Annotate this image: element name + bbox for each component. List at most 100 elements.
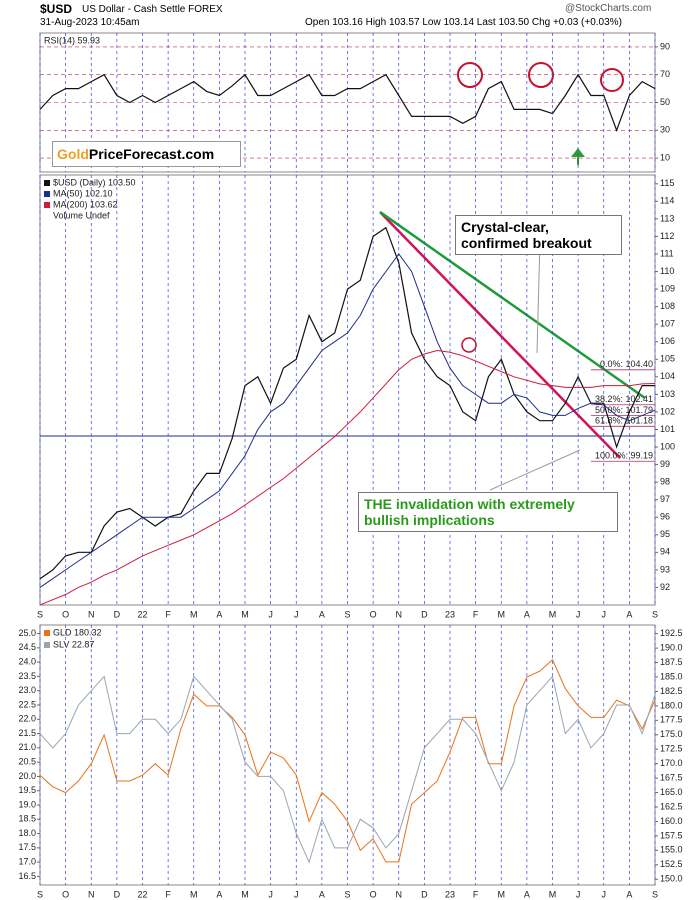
y-tick-label: 17.5 — [18, 842, 36, 852]
x-tick-label: M — [190, 889, 198, 899]
y-tick-label: 24.5 — [18, 642, 36, 652]
y-tick-label: 112 — [660, 231, 674, 241]
y-tick-label: 99 — [660, 459, 670, 469]
y2-tick-label: 157.5 — [660, 830, 683, 840]
highlight-circle — [600, 68, 624, 92]
y2-tick-label: 167.5 — [660, 772, 683, 782]
x-tick-label: N — [396, 609, 403, 619]
y-tick-label: 22.0 — [18, 714, 36, 724]
x-tick-label: J — [576, 609, 581, 619]
y-tick-label: 109 — [660, 283, 675, 293]
y-tick-label: 24.0 — [18, 657, 36, 667]
callout-line — [489, 449, 581, 491]
x-tick-label: A — [626, 609, 632, 619]
series-line — [39, 675, 656, 864]
x-tick-label: D — [114, 889, 121, 899]
y-tick-label: 105 — [660, 354, 675, 364]
y-tick-label: 30 — [660, 125, 670, 135]
trend-line — [379, 211, 621, 459]
x-tick-label: 22 — [137, 609, 147, 619]
y2-tick-label: 160.0 — [660, 816, 683, 826]
y2-tick-label: 152.5 — [660, 859, 683, 869]
y-tick-label: 21.0 — [18, 742, 36, 752]
y2-tick-label: 180.0 — [660, 700, 683, 710]
x-tick-label: S — [37, 889, 43, 899]
y2-tick-label: 185.0 — [660, 671, 683, 681]
y-tick-label: 19.0 — [18, 799, 36, 809]
x-tick-label: J — [268, 609, 273, 619]
x-tick-label: 23 — [445, 889, 455, 899]
x-tick-label: J — [294, 889, 299, 899]
x-tick-label: J — [576, 889, 581, 899]
y-tick-label: 23.5 — [18, 671, 36, 681]
subtitle: US Dollar - Cash Settle FOREX — [82, 4, 223, 15]
x-tick-label: A — [319, 889, 325, 899]
legend-entry: GLD 180.32 — [53, 627, 102, 637]
y2-tick-label: 150.0 — [660, 874, 683, 884]
y-tick-label: 17.0 — [18, 857, 36, 867]
fib-label: 61.8%: 101.18 — [595, 416, 653, 426]
y-tick-label: 100 — [660, 441, 675, 451]
callout-line — [536, 239, 541, 354]
logo: GoldPriceForecast.com — [52, 141, 241, 167]
x-tick-label: S — [344, 889, 350, 899]
x-tick-label: A — [216, 889, 222, 899]
x-tick-label: O — [370, 609, 377, 619]
x-tick-label: A — [216, 609, 222, 619]
x-tick-label: O — [370, 889, 377, 899]
y2-tick-label: 187.5 — [660, 657, 683, 667]
series-line — [39, 658, 656, 863]
y-tick-label: 92 — [660, 582, 670, 592]
y-tick-label: 104 — [660, 371, 675, 381]
y-tick-label: 94 — [660, 547, 670, 557]
x-tick-label: S — [344, 609, 350, 619]
x-tick-label: A — [524, 889, 530, 899]
y2-tick-label: 165.0 — [660, 787, 683, 797]
x-tick-label: S — [652, 889, 658, 899]
y-tick-label: 96 — [660, 512, 670, 522]
y-tick-label: 114 — [660, 196, 674, 206]
y-tick-label: 90 — [660, 41, 670, 51]
x-tick-label: F — [165, 609, 171, 619]
x-tick-label: 23 — [445, 609, 455, 619]
source: @StockCharts.com — [565, 3, 652, 14]
y2-tick-label: 177.5 — [660, 715, 683, 725]
y-tick-label: 106 — [660, 336, 675, 346]
x-tick-label: A — [524, 609, 530, 619]
x-tick-label: M — [549, 609, 557, 619]
x-tick-label: F — [165, 889, 171, 899]
y-tick-label: 101 — [660, 424, 675, 434]
y-tick-label: 18.5 — [18, 814, 36, 824]
y-tick-label: 22.5 — [18, 699, 36, 709]
legend-swatch — [44, 202, 50, 208]
y-tick-label: 98 — [660, 477, 670, 487]
x-tick-label: N — [88, 609, 95, 619]
y2-tick-label: 155.0 — [660, 845, 683, 855]
x-tick-label: J — [294, 609, 299, 619]
up-arrow — [571, 148, 585, 165]
y2-tick-label: 182.5 — [660, 686, 683, 696]
y-tick-label: 110 — [660, 266, 674, 276]
y-tick-label: 107 — [660, 319, 675, 329]
x-tick-label: F — [473, 609, 479, 619]
y-tick-label: 18.0 — [18, 828, 36, 838]
x-tick-label: M — [241, 609, 249, 619]
x-tick-label: N — [88, 889, 95, 899]
x-tick-label: M — [498, 889, 506, 899]
x-tick-label: O — [62, 889, 69, 899]
legend-entry: Volume Undef — [53, 210, 110, 220]
x-tick-label: M — [549, 889, 557, 899]
annotation: THE invalidation with extremely bullish … — [358, 492, 618, 532]
x-tick-label: A — [319, 609, 325, 619]
fib-label: 100.0%: 99.19 — [595, 451, 653, 461]
x-tick-label: D — [114, 609, 121, 619]
x-tick-label: A — [626, 889, 632, 899]
y-tick-label: 25.0 — [18, 628, 36, 638]
y-tick-label: 103 — [660, 389, 675, 399]
fib-label: 38.2%: 102.41 — [595, 394, 653, 404]
legend-swatch — [44, 191, 50, 197]
y2-tick-label: 175.0 — [660, 729, 683, 739]
y-tick-label: 70 — [660, 69, 670, 79]
y-tick-label: 19.5 — [18, 785, 36, 795]
